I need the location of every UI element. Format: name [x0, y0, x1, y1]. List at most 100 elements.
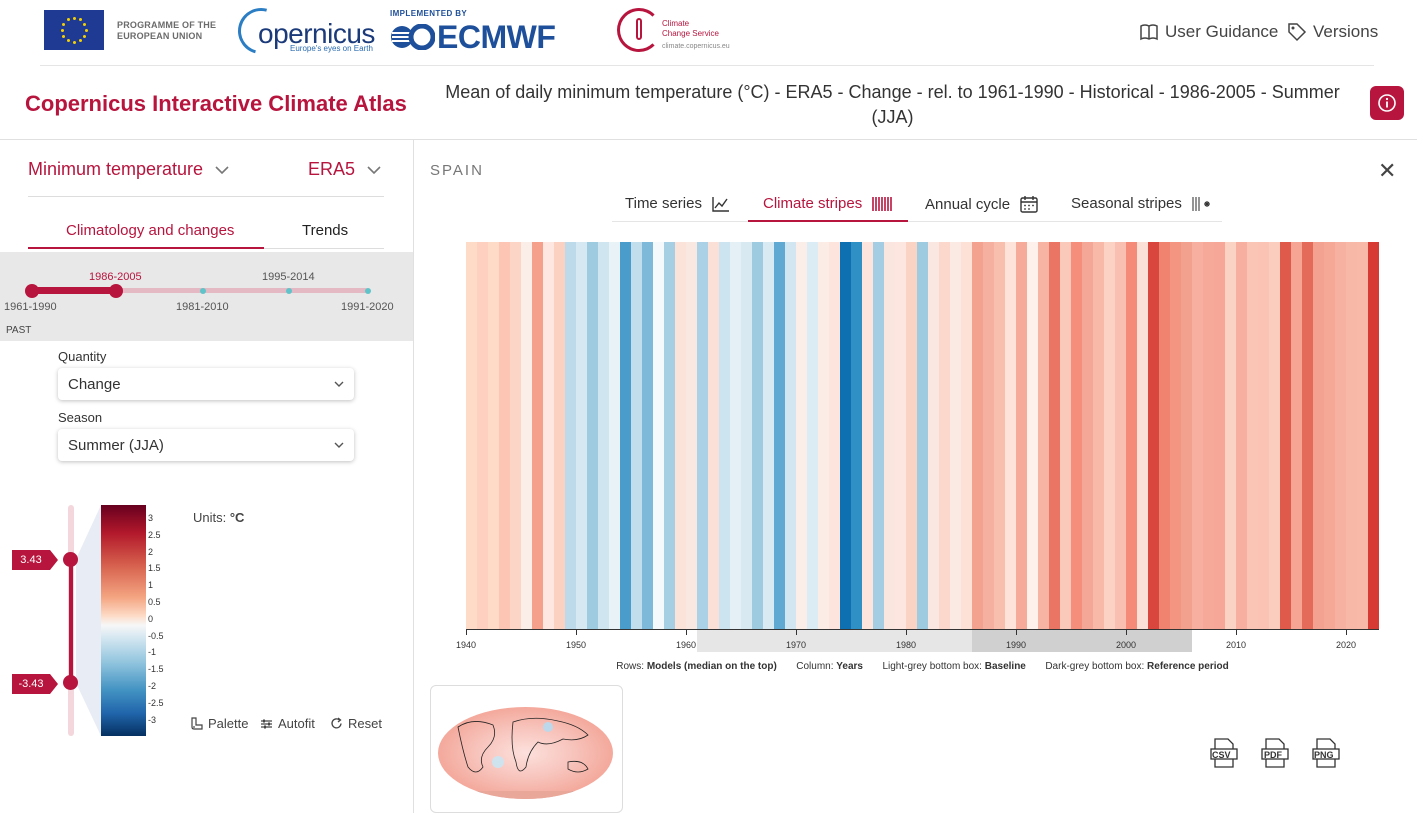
download-csv-button[interactable]: CSV: [1210, 738, 1238, 768]
timeline-period-dot[interactable]: [286, 288, 292, 294]
stripe-year-2003[interactable]: [1159, 242, 1170, 629]
variable-selector[interactable]: Minimum temperature: [28, 159, 229, 180]
stripe-year-1956[interactable]: [642, 242, 653, 629]
stripe-year-1994[interactable]: [1060, 242, 1071, 629]
stripe-year-1944[interactable]: [510, 242, 521, 629]
stripe-year-1967[interactable]: [763, 242, 774, 629]
stripe-year-1951[interactable]: [587, 242, 598, 629]
quantity-select[interactable]: Change: [58, 368, 354, 400]
stripe-year-1970[interactable]: [796, 242, 807, 629]
stripe-year-2002[interactable]: [1148, 242, 1159, 629]
stripe-year-1988[interactable]: [994, 242, 1005, 629]
versions-link[interactable]: Versions: [1287, 22, 1378, 42]
stripe-year-1983[interactable]: [939, 242, 950, 629]
stripe-year-1972[interactable]: [818, 242, 829, 629]
stripe-year-1959[interactable]: [675, 242, 686, 629]
tab-trends[interactable]: Trends: [302, 222, 349, 239]
stripe-year-2022[interactable]: [1368, 242, 1379, 629]
stripe-year-2000[interactable]: [1126, 242, 1137, 629]
stripe-year-1971[interactable]: [807, 242, 818, 629]
stripe-year-1949[interactable]: [565, 242, 576, 629]
stripe-year-1985[interactable]: [961, 242, 972, 629]
stripe-year-1973[interactable]: [829, 242, 840, 629]
tab-climatology-and-changes[interactable]: Climatology and changes: [66, 222, 235, 239]
stripe-year-2018[interactable]: [1324, 242, 1335, 629]
stripe-year-1965[interactable]: [741, 242, 752, 629]
timeline-label[interactable]: 1986-2005: [89, 271, 142, 283]
stripe-year-1958[interactable]: [664, 242, 675, 629]
autofit-button[interactable]: Autofit: [260, 716, 315, 731]
stripe-year-1977[interactable]: [873, 242, 884, 629]
stripe-year-2004[interactable]: [1170, 242, 1181, 629]
stripe-year-1989[interactable]: [1005, 242, 1016, 629]
stripe-year-1940[interactable]: [466, 242, 477, 629]
world-map-thumbnail[interactable]: [438, 707, 613, 799]
stripe-year-1998[interactable]: [1104, 242, 1115, 629]
stripe-year-1943[interactable]: [499, 242, 510, 629]
timeline-label[interactable]: 1991-2020: [341, 301, 394, 313]
season-select[interactable]: Summer (JJA): [58, 429, 354, 461]
stripe-year-1945[interactable]: [521, 242, 532, 629]
timeline-label[interactable]: 1981-2010: [176, 301, 229, 313]
stripe-year-2007[interactable]: [1203, 242, 1214, 629]
timeline-label[interactable]: 1995-2014: [262, 271, 315, 283]
tab-annual-cycle[interactable]: Annual cycle: [925, 195, 1038, 213]
legend-min-handle[interactable]: [63, 675, 78, 690]
legend-max-handle[interactable]: [63, 552, 78, 567]
stripe-year-2011[interactable]: [1247, 242, 1258, 629]
stripe-year-1954[interactable]: [620, 242, 631, 629]
stripe-year-2006[interactable]: [1192, 242, 1203, 629]
close-icon[interactable]: ✕: [1378, 158, 1397, 183]
tab-seasonal-stripes[interactable]: Seasonal stripes: [1071, 195, 1214, 212]
stripe-year-1975[interactable]: [851, 242, 862, 629]
stripe-year-1955[interactable]: [631, 242, 642, 629]
stripe-year-1982[interactable]: [928, 242, 939, 629]
stripe-year-1974[interactable]: [840, 242, 851, 629]
timeline-end-handle[interactable]: [109, 284, 123, 298]
timeline-start-handle[interactable]: [25, 284, 39, 298]
stripe-year-2010[interactable]: [1236, 242, 1247, 629]
stripe-year-1957[interactable]: [653, 242, 664, 629]
stripe-year-2013[interactable]: [1269, 242, 1280, 629]
download-pdf-button[interactable]: PDF: [1261, 738, 1289, 768]
stripe-year-2016[interactable]: [1302, 242, 1313, 629]
stripe-year-2017[interactable]: [1313, 242, 1324, 629]
stripe-year-1997[interactable]: [1093, 242, 1104, 629]
stripe-year-2020[interactable]: [1346, 242, 1357, 629]
stripe-year-1968[interactable]: [774, 242, 785, 629]
stripe-year-1963[interactable]: [719, 242, 730, 629]
stripe-year-2019[interactable]: [1335, 242, 1346, 629]
stripe-year-1950[interactable]: [576, 242, 587, 629]
stripe-year-1961[interactable]: [697, 242, 708, 629]
stripe-year-1942[interactable]: [488, 242, 499, 629]
stripe-year-1962[interactable]: [708, 242, 719, 629]
stripe-year-1948[interactable]: [554, 242, 565, 629]
stripe-year-1980[interactable]: [906, 242, 917, 629]
tab-time-series[interactable]: Time series: [625, 195, 730, 212]
stripe-year-1979[interactable]: [895, 242, 906, 629]
stripe-year-1976[interactable]: [862, 242, 873, 629]
stripe-year-1981[interactable]: [917, 242, 928, 629]
stripe-year-2005[interactable]: [1181, 242, 1192, 629]
timeline-period-dot[interactable]: [200, 288, 206, 294]
palette-button[interactable]: Palette: [190, 716, 248, 731]
user-guidance-link[interactable]: User Guidance: [1139, 22, 1278, 42]
stripe-year-1995[interactable]: [1071, 242, 1082, 629]
stripe-year-1978[interactable]: [884, 242, 895, 629]
stripe-year-1992[interactable]: [1038, 242, 1049, 629]
download-png-button[interactable]: PNG: [1312, 738, 1340, 768]
stripe-year-1991[interactable]: [1027, 242, 1038, 629]
stripe-year-1993[interactable]: [1049, 242, 1060, 629]
stripe-year-1964[interactable]: [730, 242, 741, 629]
stripe-year-2021[interactable]: [1357, 242, 1368, 629]
stripe-year-1986[interactable]: [972, 242, 983, 629]
stripe-year-1952[interactable]: [598, 242, 609, 629]
stripe-year-1984[interactable]: [950, 242, 961, 629]
stripe-year-1960[interactable]: [686, 242, 697, 629]
stripe-year-1969[interactable]: [785, 242, 796, 629]
stripe-year-1996[interactable]: [1082, 242, 1093, 629]
timeline-period-dot[interactable]: [365, 288, 371, 294]
app-title[interactable]: Copernicus Interactive Climate Atlas: [25, 91, 407, 116]
timeline-label[interactable]: 1961-1990: [4, 301, 57, 313]
stripe-year-1953[interactable]: [609, 242, 620, 629]
